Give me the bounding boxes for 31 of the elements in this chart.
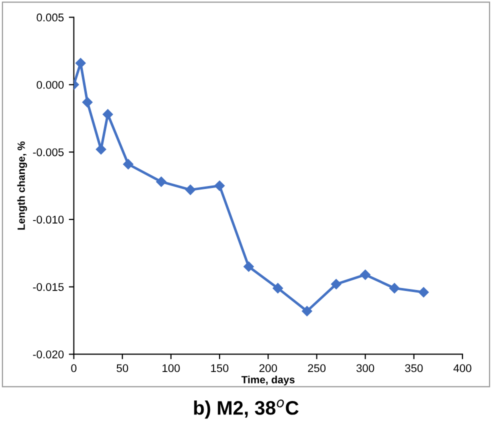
x-axis-title: Time, days (241, 376, 295, 386)
y-tick-label: 0.000 (36, 80, 64, 89)
y-tick-label: -0.015 (33, 283, 64, 291)
x-tick-label: 300 (356, 364, 374, 372)
text: b) M2, 38$^{o}$C (194, 400, 299, 419)
point (418, 287, 429, 298)
y-tick-label: -0.020 (33, 350, 64, 358)
y-tick-label: -0.010 (33, 216, 64, 224)
x-tick-label: 0 (71, 364, 76, 372)
x-tick-label: 350 (405, 364, 423, 372)
x-tick-label: 150 (211, 364, 228, 372)
point (82, 97, 93, 108)
point (156, 176, 166, 187)
point (389, 283, 400, 294)
point (214, 180, 225, 191)
point (102, 109, 113, 120)
x-tick-label: 250 (308, 364, 326, 372)
point (360, 270, 370, 280)
point (272, 283, 283, 294)
x-tick-label: 50 (116, 364, 128, 372)
point (123, 159, 134, 170)
y-tick-label: -0.005 (33, 148, 64, 156)
x-tick-label: 100 (162, 364, 180, 372)
y-tick-label: 0.005 (36, 14, 64, 22)
y-axis-title: Length change, % (17, 141, 28, 230)
point (244, 262, 254, 272)
x-tick-label: 200 (259, 364, 277, 372)
x-tick-label: 400 (453, 364, 472, 372)
point (331, 279, 342, 290)
point (185, 184, 196, 195)
point (302, 306, 312, 316)
